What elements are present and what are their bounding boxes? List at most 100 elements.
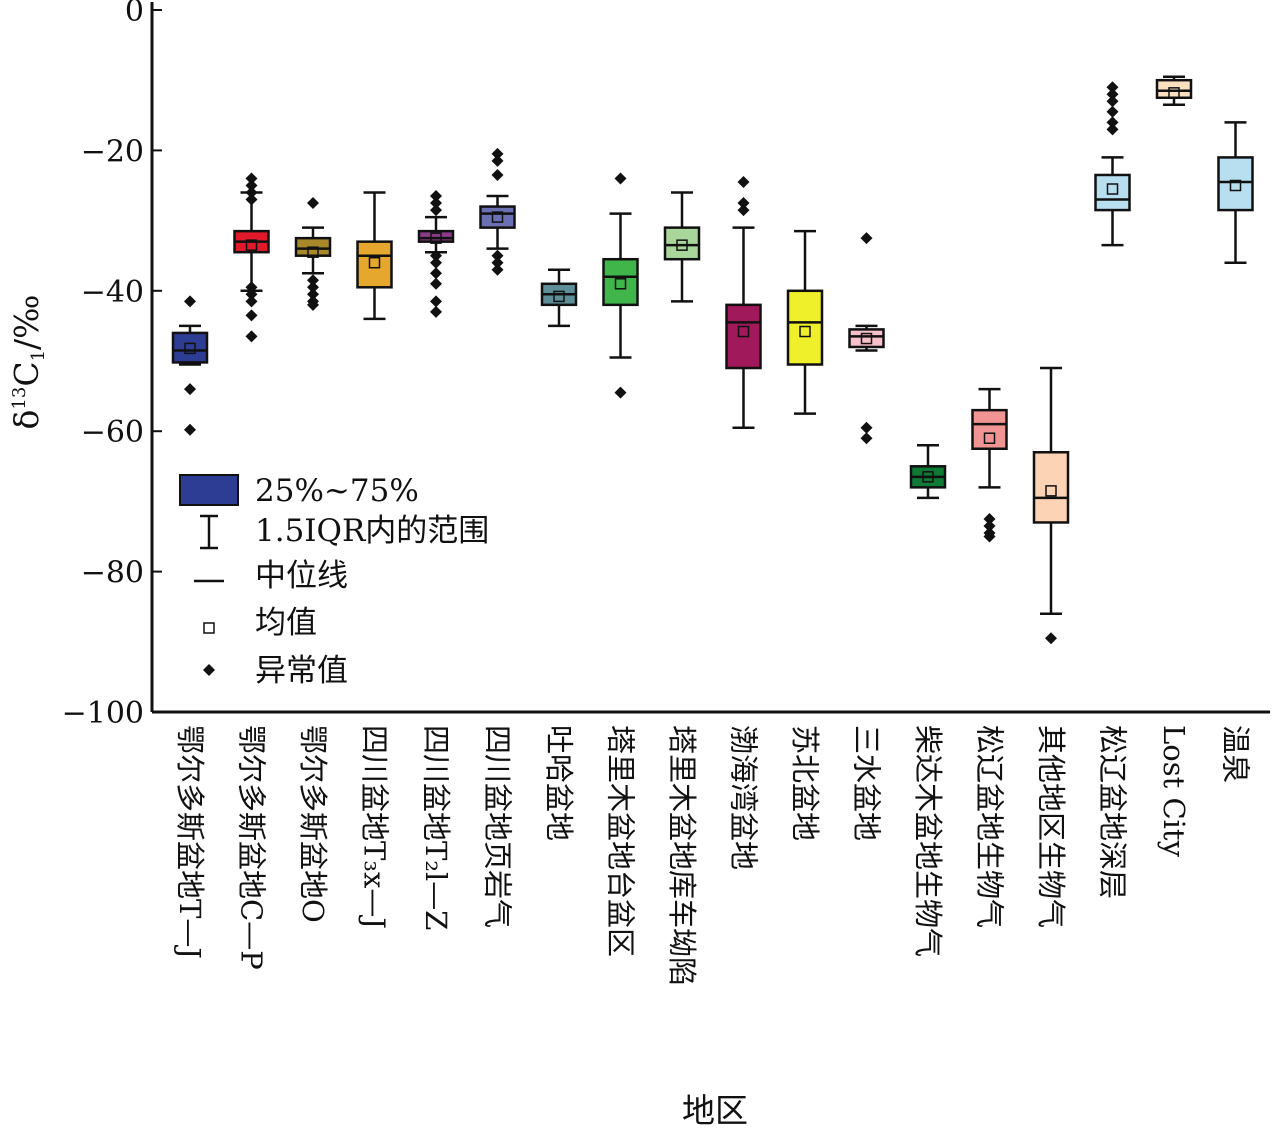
mean-marker bbox=[922, 471, 934, 483]
mean-marker bbox=[553, 290, 565, 303]
outlier-point bbox=[307, 281, 319, 294]
box-group bbox=[909, 443, 947, 500]
axes: 0 −20 −40 −60 −80 −100 bbox=[62, 0, 1270, 731]
outlier-point bbox=[737, 197, 750, 210]
outlier-point bbox=[614, 172, 627, 185]
box-group bbox=[356, 191, 393, 321]
x-tick-label: 四川盆地T₂l—Z bbox=[419, 725, 453, 930]
outlier-point bbox=[1106, 81, 1119, 94]
y-tick-label: −20 bbox=[81, 134, 144, 169]
mean-marker bbox=[860, 332, 873, 345]
x-tick-label: 苏北盆地 bbox=[788, 725, 822, 841]
outlier-point bbox=[430, 267, 442, 280]
box-group bbox=[786, 229, 824, 415]
x-tick-label: 三水盆地 bbox=[850, 725, 884, 841]
box bbox=[971, 408, 1008, 451]
legend-item: 中位线 bbox=[194, 558, 348, 594]
outlier-point bbox=[245, 172, 258, 185]
outlier-point bbox=[491, 154, 504, 167]
mean-marker bbox=[1229, 179, 1242, 192]
outlier-point bbox=[430, 197, 442, 210]
legend-item: 异常值 bbox=[203, 653, 348, 689]
x-tick-label: 渤海湾盆地 bbox=[727, 725, 761, 870]
mean-marker bbox=[983, 432, 996, 444]
outlier-point bbox=[491, 263, 504, 276]
x-tick-label: 吐哈盆地 bbox=[542, 725, 576, 841]
legend-item: 均值 bbox=[203, 605, 317, 641]
box bbox=[1217, 156, 1254, 212]
x-axis-title: 地区 bbox=[682, 1091, 748, 1130]
mean-marker bbox=[307, 246, 319, 258]
outlier-point bbox=[860, 232, 873, 245]
outlier-point bbox=[430, 295, 442, 308]
x-tick-label: 塔里木盆地台盆区 bbox=[604, 725, 638, 957]
x-tick-label: Lost City bbox=[1157, 725, 1191, 858]
box-group bbox=[479, 147, 516, 276]
outlier-point bbox=[491, 168, 504, 181]
box bbox=[1032, 451, 1070, 524]
outlier-point bbox=[983, 512, 996, 525]
box-group bbox=[171, 295, 209, 436]
outlier-point bbox=[1106, 88, 1119, 101]
box-group bbox=[725, 175, 762, 429]
legend-label: 25%~75% bbox=[255, 473, 419, 509]
outlier-point bbox=[245, 295, 258, 308]
y-tick-label: −80 bbox=[81, 556, 144, 591]
x-tick-label: 其他地区生物气 bbox=[1034, 725, 1068, 928]
y-tick-label: −100 bbox=[62, 696, 144, 731]
outlier-point bbox=[245, 193, 258, 206]
x-tick-label: 柴达木盆地生物气 bbox=[911, 725, 945, 957]
box bbox=[417, 229, 455, 243]
legend-item: 25%~75% bbox=[179, 473, 419, 509]
mean-marker bbox=[368, 256, 381, 269]
box bbox=[171, 331, 209, 364]
x-tick-label: 四川盆地T₃x—J bbox=[358, 725, 392, 929]
outlier-point bbox=[307, 274, 319, 287]
box-group bbox=[1032, 366, 1070, 645]
outlier-point bbox=[1045, 632, 1057, 645]
box bbox=[663, 226, 701, 261]
outlier-point bbox=[430, 204, 442, 217]
box bbox=[1155, 78, 1193, 99]
box-group bbox=[602, 172, 639, 399]
box bbox=[479, 205, 516, 229]
outlier-point bbox=[430, 305, 442, 318]
outlier-point bbox=[614, 386, 627, 399]
outlier-point bbox=[430, 256, 442, 269]
outlier-point bbox=[307, 288, 319, 301]
mean-marker bbox=[614, 278, 627, 290]
legend-label: 异常值 bbox=[255, 653, 348, 689]
outlier-point bbox=[245, 309, 258, 322]
box-group bbox=[417, 190, 455, 318]
box bbox=[848, 328, 885, 349]
box-group bbox=[663, 191, 701, 303]
outlier-point bbox=[245, 330, 258, 343]
y-tick-label: −60 bbox=[81, 415, 144, 450]
outlier-point bbox=[430, 249, 442, 262]
outlier-point bbox=[1106, 123, 1119, 136]
box-group bbox=[1217, 121, 1254, 264]
outlier-point bbox=[245, 179, 258, 192]
y-axis-title: δ13C1/‰ bbox=[7, 295, 49, 430]
box bbox=[356, 240, 393, 289]
mean-marker bbox=[676, 239, 688, 251]
box-group bbox=[294, 197, 332, 311]
outlier-point bbox=[245, 281, 258, 294]
box-group bbox=[848, 232, 885, 445]
legend-box-swatch bbox=[179, 474, 239, 506]
box bbox=[602, 257, 639, 307]
category-labels: 鄂尔多斯盆地T—J 鄂尔多斯盆地C—P 鄂尔多斯盆地O 四川盆地T₃x—J 四川盆地T₂… bbox=[173, 725, 1253, 986]
legend-label: 均值 bbox=[255, 605, 317, 641]
x-tick-label: 鄂尔多斯盆地O bbox=[296, 725, 330, 923]
outlier-point bbox=[737, 204, 750, 217]
y-tick-label: 0 bbox=[125, 0, 144, 29]
legend-item: 1.5IQR内的范围 bbox=[200, 513, 489, 550]
outlier-point bbox=[184, 423, 196, 436]
mean-marker bbox=[491, 211, 504, 223]
mean-marker bbox=[1045, 485, 1057, 497]
x-tick-label: 鄂尔多斯盆地T—J bbox=[173, 725, 207, 959]
outlier-point bbox=[983, 519, 996, 532]
mean-marker bbox=[737, 325, 750, 338]
